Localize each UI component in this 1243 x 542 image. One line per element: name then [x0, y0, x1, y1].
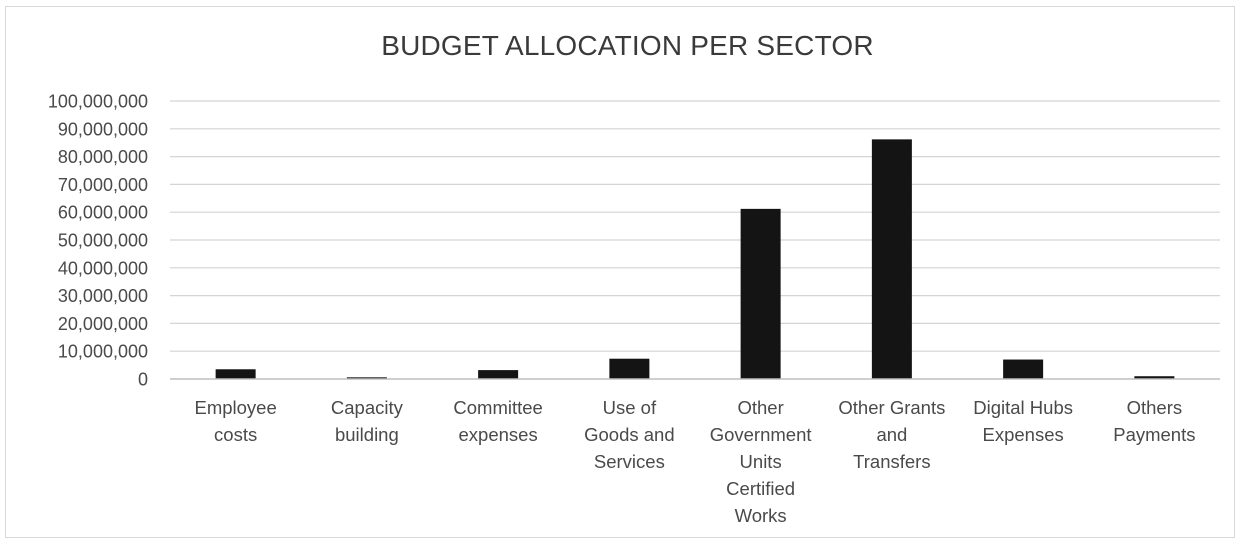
x-category-label-line: Transfers	[853, 451, 931, 472]
y-tick-label: 20,000,000	[58, 314, 148, 334]
gridlines	[170, 100, 1220, 352]
y-tick-label: 60,000,000	[58, 203, 148, 223]
x-category-label: Committee expenses	[432, 394, 564, 448]
x-category-label-line: costs	[214, 424, 258, 445]
y-tick-label: 30,000,000	[58, 286, 148, 306]
bar	[609, 358, 650, 379]
bars	[215, 139, 1175, 379]
x-category-label: Other Government Units Certified Works	[695, 394, 827, 529]
x-category-label-line: Digital Hubs	[973, 397, 1073, 418]
bar	[1134, 376, 1175, 379]
x-category-label-line: Works	[734, 505, 787, 526]
x-category-label: Digital Hubs Expenses	[957, 394, 1089, 448]
x-category-label: Capacity building	[301, 394, 433, 448]
x-category-label: Use of Goods and Services	[563, 394, 695, 475]
x-category-label-line: Expenses	[982, 424, 1064, 445]
x-category-label: Other Grants and Transfers	[826, 394, 958, 475]
x-category-label-line: Others	[1126, 397, 1183, 418]
y-tick-label: 70,000,000	[58, 175, 148, 195]
x-category-label-line: Capacity	[330, 397, 403, 418]
x-category-label-line: Units	[739, 451, 782, 472]
x-category-label-line: and	[876, 424, 908, 445]
x-category-label-line: Other	[737, 397, 784, 418]
x-category-label-line: Other Grants	[838, 397, 946, 418]
y-tick-label: 100,000,000	[48, 92, 148, 112]
x-category-label-line: Employee	[194, 397, 277, 418]
x-category-label: Employee costs	[170, 394, 302, 448]
y-tick-label: 90,000,000	[58, 119, 148, 139]
y-tick-label: 40,000,000	[58, 258, 148, 278]
x-category-label-line: Committee	[453, 397, 543, 418]
y-tick-label: 80,000,000	[58, 147, 148, 167]
x-category-label-line: Payments	[1113, 424, 1196, 445]
x-category-label: Others Payments	[1088, 394, 1220, 448]
y-tick-label: 50,000,000	[58, 231, 148, 251]
x-category-label-line: expenses	[458, 424, 538, 445]
bar	[740, 208, 781, 379]
bar	[1003, 359, 1044, 379]
x-category-label-line: building	[334, 424, 399, 445]
x-category-label-line: Government	[709, 424, 812, 445]
bar	[478, 370, 519, 379]
y-axis-tick-labels: 0 10,000,000 20,000,000 30,000,000 40,000,00…	[48, 92, 148, 390]
chart-title: BUDGET ALLOCATION PER SECTOR	[381, 30, 874, 61]
bar	[215, 369, 256, 379]
chart-frame	[5, 6, 1235, 538]
y-tick-label: 10,000,000	[58, 342, 148, 362]
bar	[346, 377, 387, 379]
x-category-label-line: Goods and	[584, 424, 675, 445]
bar	[871, 139, 912, 379]
x-category-label-line: Use of	[602, 397, 657, 418]
x-category-label-line: Certified	[726, 478, 796, 499]
y-tick-label: 0	[138, 370, 148, 390]
x-category-label-line: Services	[593, 451, 665, 472]
